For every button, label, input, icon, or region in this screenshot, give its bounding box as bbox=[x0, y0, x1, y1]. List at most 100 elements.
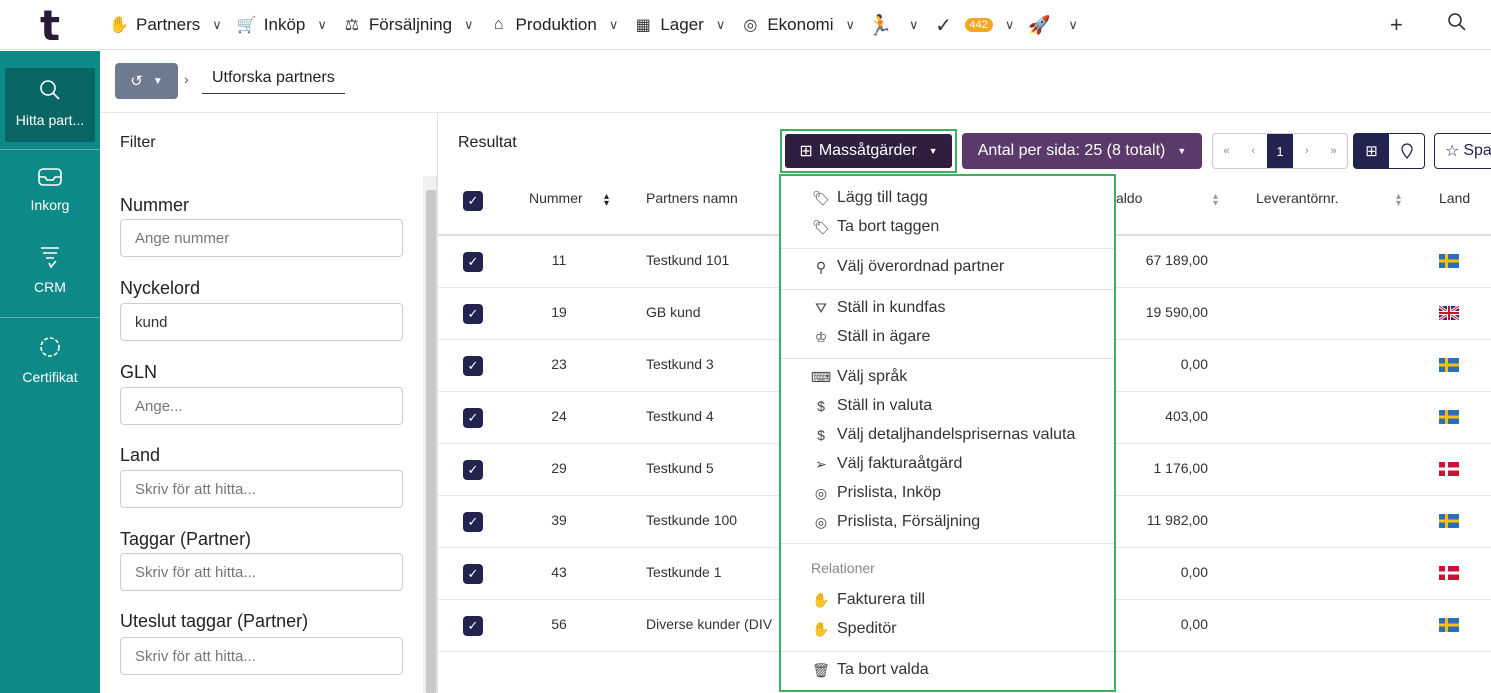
filter-label-gln: GLN bbox=[120, 362, 158, 382]
keyword-input[interactable]: kund bbox=[120, 303, 403, 341]
row-checkbox[interactable]: ✓ bbox=[463, 304, 483, 324]
rail-divider bbox=[0, 317, 100, 318]
menu-item-remove-tag[interactable]: 🏷 Ta bort taggen bbox=[811, 218, 939, 236]
nav-label: Försäljning bbox=[368, 15, 453, 34]
pager-prev[interactable]: ‹ bbox=[1251, 145, 1256, 157]
menu-item-add-tag[interactable]: 🏷 Lägg till tagg bbox=[811, 189, 928, 207]
pager-first[interactable]: « bbox=[1223, 145, 1230, 157]
menu-item-pricelist-sales[interactable]: ◎ Prislista, Försäljning bbox=[811, 513, 980, 531]
column-header-number[interactable]: Nummer bbox=[529, 190, 583, 206]
menu-item-owner[interactable]: ♔ Ställ in ägare bbox=[811, 328, 931, 346]
menu-divider bbox=[781, 248, 1114, 249]
column-header-supplier-no[interactable]: Leverantörnr. bbox=[1256, 190, 1339, 206]
pager-current-page[interactable]: 1 bbox=[1266, 134, 1294, 168]
add-icon[interactable]: + bbox=[1390, 12, 1403, 37]
menu-item-parent-partner[interactable]: ⚲ Välj överordnad partner bbox=[811, 258, 1004, 276]
nav-produktion[interactable]: ⌂ Produktion ∨ bbox=[488, 0, 619, 50]
rail-item-certificates[interactable]: Certifikat bbox=[0, 335, 100, 385]
nav-ekonomi[interactable]: ◎ Ekonomi ∨ bbox=[739, 0, 855, 50]
rail-item-inbox[interactable]: Inkorg bbox=[0, 167, 100, 213]
row-checkbox[interactable]: ✓ bbox=[463, 512, 483, 532]
row-checkbox[interactable]: ✓ bbox=[463, 252, 483, 272]
rail-item-crm[interactable]: CRM bbox=[0, 245, 100, 295]
menu-item-label: Ta bort valda bbox=[837, 661, 929, 678]
breadcrumb-current[interactable]: Utforska partners bbox=[202, 69, 345, 94]
save-search-label: Spa bbox=[1463, 142, 1491, 159]
sort-asc-icon[interactable]: ▴ ▾ bbox=[604, 191, 610, 209]
number-input[interactable]: Ange nummer bbox=[120, 219, 403, 257]
nav-forsaljning[interactable]: ⚖ Försäljning ∨ bbox=[341, 0, 474, 50]
pagination: « ‹ 1 › » bbox=[1212, 133, 1348, 169]
row-checkbox[interactable]: ✓ bbox=[463, 408, 483, 428]
nav-inkop[interactable]: 🛒 Inköp ∨ bbox=[236, 0, 327, 50]
cell-name[interactable]: Diverse kunder (DIV bbox=[646, 616, 773, 632]
nav-partners[interactable]: ✋ Partners ∨ bbox=[108, 0, 222, 50]
menu-item-currency[interactable]: $ Ställ in valuta bbox=[811, 397, 932, 415]
tags-input[interactable]: Skriv för att hitta... bbox=[120, 553, 403, 591]
menu-item-language[interactable]: ⌨ Välj språk bbox=[811, 368, 907, 386]
cell-name[interactable]: Testkunde 100 bbox=[646, 512, 738, 528]
cell-number: 39 bbox=[551, 512, 567, 528]
menu-item-customer-phase[interactable]: ⛛ Ställ in kundfas bbox=[811, 299, 945, 317]
map-pin-icon[interactable] bbox=[1389, 134, 1424, 168]
coins-icon: ◎ bbox=[743, 17, 758, 34]
menu-item-invoice-action[interactable]: ➢ Välj fakturaåtgärd bbox=[811, 455, 962, 473]
per-page-label: Antal per sida: 25 (8 totalt) bbox=[977, 142, 1166, 159]
tasks-count-badge: 442 bbox=[964, 18, 993, 32]
select-all-checkbox[interactable]: ✓ bbox=[463, 191, 483, 211]
menu-item-invoice-to[interactable]: ✋ Fakturera till bbox=[811, 591, 925, 609]
pager-next[interactable]: › bbox=[1304, 145, 1309, 157]
column-header-balance[interactable]: aldo bbox=[1116, 190, 1143, 206]
top-bar: t ✋ Partners ∨ 🛒 Inköp ∨ ⚖ Försäljning ∨… bbox=[0, 0, 1491, 50]
sort-icon[interactable]: ▴ ▾ bbox=[1396, 191, 1402, 209]
mass-actions-label: Massåtgärder bbox=[818, 142, 917, 159]
menu-item-pricelist-purchase[interactable]: ◎ Prislista, Inköp bbox=[811, 484, 941, 502]
cell-name[interactable]: Testkunde 1 bbox=[646, 564, 722, 580]
row-checkbox[interactable]: ✓ bbox=[463, 616, 483, 636]
cell-name[interactable]: Testkund 4 bbox=[646, 408, 714, 424]
flag-se-icon bbox=[1439, 514, 1459, 528]
menu-item-label: Välj överordnad partner bbox=[837, 258, 1005, 275]
save-search-button[interactable]: ☆ Spa bbox=[1434, 133, 1491, 169]
nav-lager[interactable]: ▦ Lager ∨ bbox=[632, 0, 726, 50]
mass-actions-button[interactable]: ⊞ Massåtgärder ▼ bbox=[780, 129, 957, 173]
nav-launch[interactable]: 🚀 ∨ bbox=[1028, 0, 1078, 50]
filter-label-tags: Taggar (Partner) bbox=[120, 529, 252, 549]
rocket-icon: 🚀 bbox=[1028, 14, 1051, 35]
cell-balance: 0,00 bbox=[1180, 356, 1208, 372]
menu-item-forwarder[interactable]: ✋ Speditör bbox=[811, 620, 896, 638]
filter-scrollbar-thumb[interactable] bbox=[426, 190, 436, 693]
per-page-select[interactable]: Antal per sida: 25 (8 totalt) ▼ bbox=[962, 133, 1202, 169]
nav-activity[interactable]: 🏃 ∨ bbox=[868, 0, 919, 50]
row-checkbox[interactable]: ✓ bbox=[463, 460, 483, 480]
menu-item-retail-currency[interactable]: $ Välj detaljhandelsprisernas valuta bbox=[811, 426, 1075, 444]
chevron-down-icon: ∨ bbox=[1004, 17, 1015, 32]
cell-name[interactable]: Testkund 101 bbox=[646, 252, 730, 268]
column-header-name[interactable]: Partners namn bbox=[646, 190, 738, 206]
pager-last[interactable]: » bbox=[1330, 145, 1337, 157]
sort-icon[interactable]: ▴ ▾ bbox=[1213, 191, 1219, 209]
nav-tasks[interactable]: ✓ 442 ∨ bbox=[933, 0, 1015, 50]
exclude-tags-input[interactable]: Skriv för att hitta... bbox=[120, 637, 403, 675]
country-input[interactable]: Skriv för att hitta... bbox=[120, 470, 403, 508]
app-logo[interactable]: t bbox=[39, 0, 61, 50]
column-header-country[interactable]: Land bbox=[1439, 190, 1471, 206]
row-checkbox[interactable]: ✓ bbox=[463, 356, 483, 376]
grid-view-icon[interactable]: ⊞ bbox=[1354, 134, 1389, 168]
coins-icon: ◎ bbox=[814, 513, 828, 530]
search-icon[interactable] bbox=[1447, 12, 1467, 38]
flag-dk-icon bbox=[1439, 462, 1459, 476]
row-checkbox[interactable]: ✓ bbox=[463, 564, 483, 584]
handshake-icon: ✋ bbox=[812, 591, 830, 608]
cell-name[interactable]: Testkund 5 bbox=[646, 460, 714, 476]
cell-name[interactable]: Testkund 3 bbox=[646, 356, 714, 372]
view-toggle: ⊞ bbox=[1353, 133, 1425, 169]
menu-item-delete-selected[interactable]: 🗑 Ta bort valda bbox=[811, 661, 929, 679]
gln-input[interactable]: Ange... bbox=[120, 387, 403, 425]
chevron-down-icon: ∨ bbox=[845, 17, 855, 32]
flag-gb-icon bbox=[1439, 306, 1459, 320]
history-button[interactable]: ↺ ▼ bbox=[115, 63, 178, 99]
filter-label-nummer: Nummer bbox=[120, 195, 190, 215]
rail-item-find-partners[interactable]: Hitta part... bbox=[5, 68, 95, 142]
cell-name[interactable]: GB kund bbox=[646, 304, 701, 320]
